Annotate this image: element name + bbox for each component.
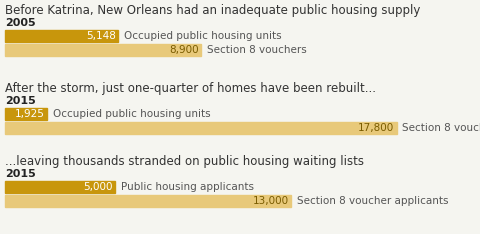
Text: Section 8 vouchers: Section 8 vouchers: [402, 123, 480, 133]
Text: 17,800: 17,800: [358, 123, 394, 133]
Text: 5,148: 5,148: [86, 31, 116, 41]
Text: 8,900: 8,900: [169, 45, 198, 55]
Text: 5,000: 5,000: [83, 182, 113, 192]
Text: Section 8 vouchers: Section 8 vouchers: [206, 45, 306, 55]
Text: After the storm, just one-quarter of homes have been rebuilt...: After the storm, just one-quarter of hom…: [5, 82, 376, 95]
Text: ...leaving thousands stranded on public housing waiting lists: ...leaving thousands stranded on public …: [5, 155, 364, 168]
Bar: [5, 181, 115, 193]
Text: Public housing applicants: Public housing applicants: [121, 182, 254, 192]
Text: 2015: 2015: [5, 96, 36, 106]
Text: Before Katrina, New Orleans had an inadequate public housing supply: Before Katrina, New Orleans had an inade…: [5, 4, 420, 17]
Bar: [5, 30, 118, 42]
Text: 2015: 2015: [5, 169, 36, 179]
Bar: [5, 195, 291, 207]
Text: Section 8 voucher applicants: Section 8 voucher applicants: [297, 196, 448, 206]
Bar: [5, 108, 48, 120]
Text: Occupied public housing units: Occupied public housing units: [124, 31, 282, 41]
Text: Occupied public housing units: Occupied public housing units: [53, 109, 211, 119]
Text: 2005: 2005: [5, 18, 36, 28]
Text: 1,925: 1,925: [15, 109, 45, 119]
Bar: [5, 44, 201, 56]
Text: 13,000: 13,000: [252, 196, 288, 206]
Bar: [5, 122, 396, 134]
